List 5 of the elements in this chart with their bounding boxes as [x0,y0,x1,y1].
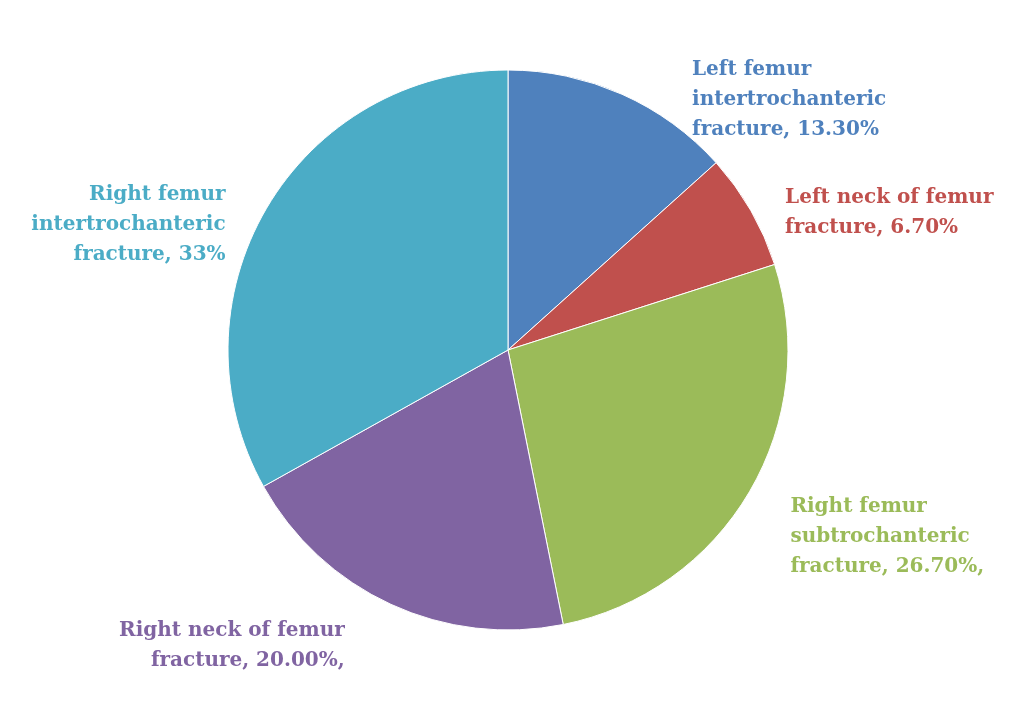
slice-label: Right femur subtrochanteric fracture, 26.70%, [790,492,985,577]
slice-label: Right femur intertrochanteric fracture, 33% [31,181,227,266]
slice-label: Left neck of femur fracture, 6.70% [785,183,994,238]
slice-label: Right neck of femur fracture, 20.00%, [119,616,346,671]
slice-label: Left femur intertrochanteric fracture, 13.30% [692,55,887,140]
